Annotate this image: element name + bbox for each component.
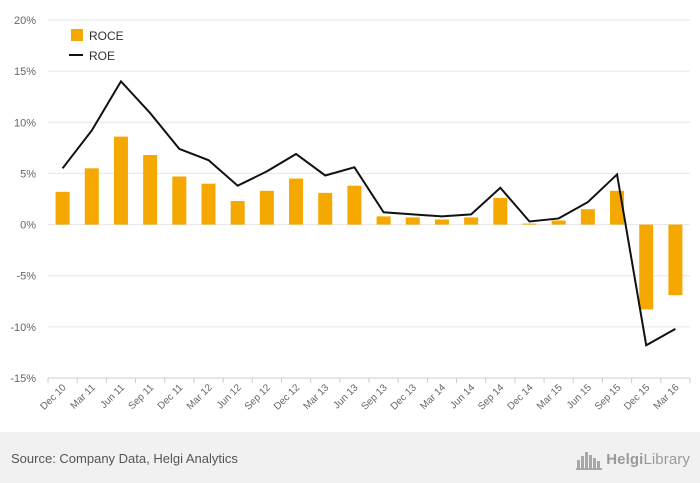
legend-roe-label: ROE: [89, 49, 115, 63]
roce-bar: [376, 216, 391, 225]
y-tick-label: 15%: [14, 66, 36, 78]
roce-bar: [259, 190, 274, 225]
x-tick-label: Mar 11: [69, 382, 99, 412]
x-tick-label: Sep 13: [360, 382, 390, 412]
y-tick-label: 0%: [20, 220, 36, 232]
chart: 20%15%10%5%0%-5%-10%-15% Dec 10 Mar 11 Jun…: [10, 15, 691, 413]
source-note: Source: Company Data, Helgi Analytics: [11, 451, 238, 466]
y-tick-label: -10%: [10, 322, 36, 334]
roce-bar: [464, 217, 479, 225]
y-tick-label: 20%: [14, 15, 36, 27]
roce-bar: [493, 197, 508, 225]
legend: ROCE ROE: [69, 29, 124, 63]
x-tick-label: Dec 15: [622, 382, 652, 412]
x-tick-label: Dec 14: [505, 382, 535, 412]
x-tick-label: Sep 15: [593, 382, 623, 412]
roce-bar: [230, 201, 245, 225]
y-tick-label: -15%: [10, 373, 36, 385]
roe-line: [61, 79, 676, 347]
x-tick-label: Jun 13: [332, 382, 361, 411]
roce-bar: [347, 185, 362, 225]
x-tick-label: Jun 15: [565, 382, 594, 411]
y-tick-label: -5%: [16, 271, 36, 283]
x-tick-label: Mar 13: [302, 382, 332, 412]
roe-line-layer: [61, 79, 676, 347]
roce-bar: [522, 223, 537, 225]
roce-bar: [434, 219, 449, 225]
x-tick-label: Dec 12: [272, 382, 302, 412]
x-tick-label: Dec 11: [156, 382, 186, 412]
roce-bar: [639, 224, 654, 310]
x-tick-label: Mar 12: [185, 382, 215, 412]
roce-bar: [143, 155, 158, 225]
roce-bar: [172, 176, 187, 225]
y-tick-label: 10%: [14, 117, 36, 129]
roce-bar: [551, 220, 566, 225]
x-axis-ticks: Dec 10 Mar 11 Jun 11 Sep 11 Dec 11 Mar 12 Jun …: [39, 382, 682, 413]
x-tick-label: Sep 14: [476, 382, 506, 412]
x-tick-label: Jun 14: [448, 382, 477, 411]
x-tick-label: Mar 15: [535, 382, 565, 412]
roce-bar: [318, 192, 333, 225]
roce-bar: [668, 224, 683, 296]
roce-bar: [84, 168, 99, 225]
x-tick-label: Mar 16: [652, 382, 682, 412]
x-tick-label: Dec 10: [39, 382, 69, 412]
roce-bar: [55, 191, 70, 225]
roce-bar: [289, 178, 304, 225]
y-tick-label: 5%: [20, 168, 36, 180]
roce-bar: [201, 183, 216, 225]
x-tick-label: Dec 13: [389, 382, 419, 412]
roce-bars: [55, 136, 683, 310]
legend-roce-swatch: [71, 29, 83, 41]
x-tick-label: Jun 11: [99, 382, 128, 411]
roce-bar: [405, 217, 420, 225]
x-tick-label: Mar 14: [418, 382, 448, 412]
helgi-library-logo[interactable]: HelgiLibrary: [576, 447, 690, 471]
x-tick-label: Jun 12: [215, 382, 244, 411]
helgi-library-skyline-icon: [576, 452, 603, 470]
logo-text: HelgiLibrary: [606, 450, 690, 468]
x-tick-label: Sep 12: [243, 382, 273, 412]
legend-roce-label: ROCE: [89, 29, 124, 43]
x-tick-label: Sep 11: [127, 382, 157, 412]
roce-bar: [113, 136, 128, 225]
y-axis-ticks: 20% 15% 10% 5% 0% -5% -10% -15%: [10, 15, 36, 385]
roce-bar: [580, 209, 595, 225]
